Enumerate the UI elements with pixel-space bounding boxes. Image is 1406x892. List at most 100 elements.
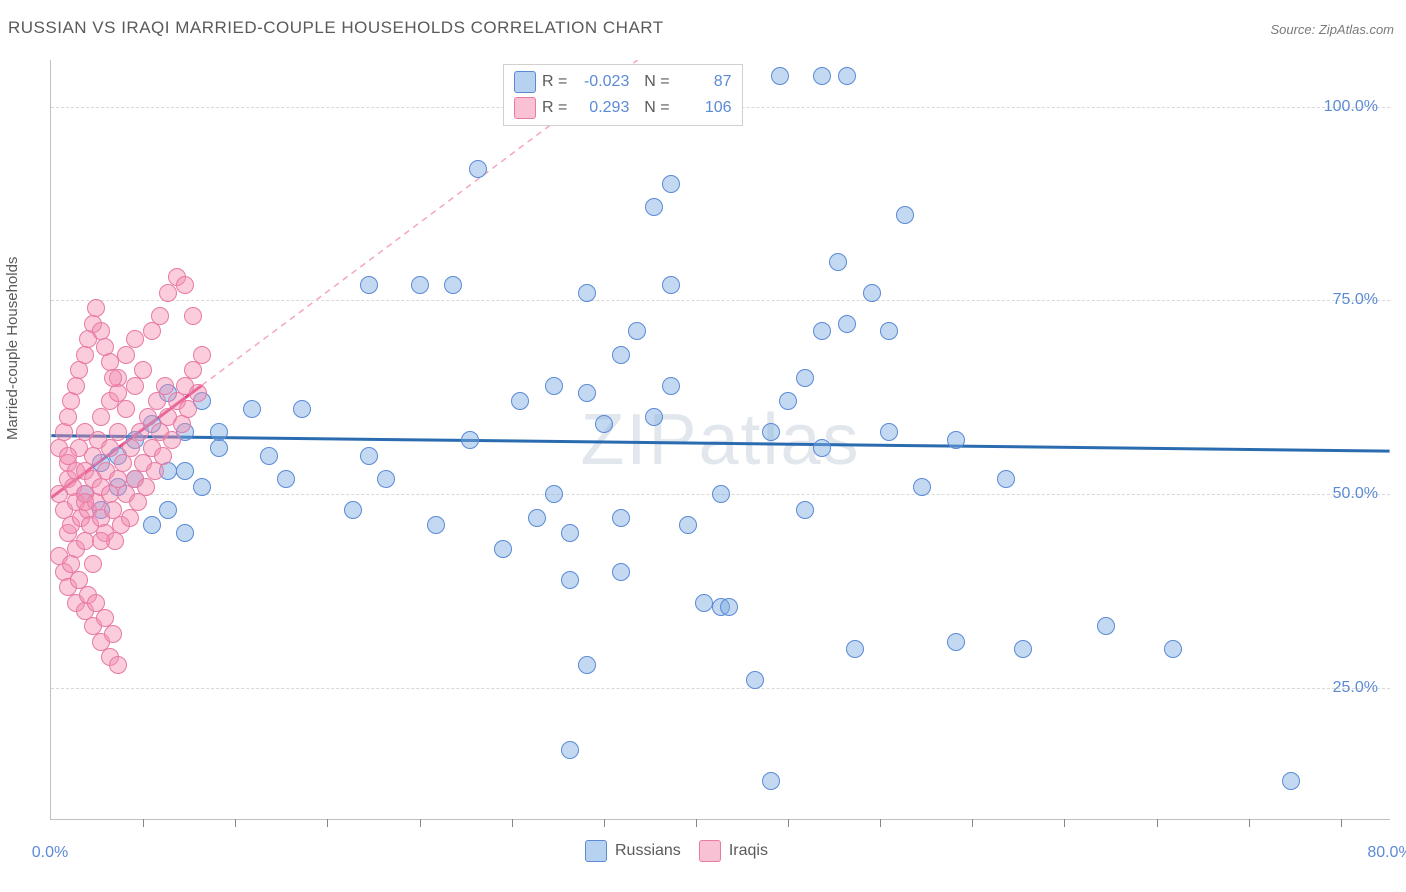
legend-label-russians: Russians — [615, 842, 681, 860]
data-point — [712, 485, 730, 503]
xtick-label: 0.0% — [32, 844, 68, 862]
swatch-blue — [585, 840, 607, 862]
stats-row-iraqis: R = 0.293 N = 106 — [514, 95, 732, 121]
data-point — [159, 284, 177, 302]
data-point — [511, 392, 529, 410]
source-label: Source: ZipAtlas.com — [1270, 22, 1394, 37]
swatch-blue — [514, 71, 536, 93]
data-point — [838, 67, 856, 85]
xtick-mark — [788, 819, 789, 827]
data-point — [109, 656, 127, 674]
data-point — [595, 415, 613, 433]
data-point — [896, 206, 914, 224]
data-point — [184, 361, 202, 379]
data-point — [154, 447, 172, 465]
correlation-chart: RUSSIAN VS IRAQI MARRIED-COUPLE HOUSEHOL… — [0, 0, 1406, 892]
data-point — [427, 516, 445, 534]
data-point — [210, 423, 228, 441]
data-point — [260, 447, 278, 465]
data-point — [344, 501, 362, 519]
n-value-russians: 87 — [676, 73, 732, 91]
data-point — [461, 431, 479, 449]
data-point — [84, 447, 102, 465]
data-point — [193, 346, 211, 364]
data-point — [143, 516, 161, 534]
legend-item-russians: Russians — [585, 840, 681, 862]
data-point — [561, 571, 579, 589]
data-point — [813, 67, 831, 85]
data-point — [87, 299, 105, 317]
data-point — [163, 431, 181, 449]
xtick-mark — [512, 819, 513, 827]
r-label: R = — [542, 73, 567, 91]
ytick-label: 100.0% — [1324, 98, 1378, 116]
data-point — [101, 439, 119, 457]
data-point — [578, 384, 596, 402]
data-point — [762, 772, 780, 790]
data-point — [176, 276, 194, 294]
data-point — [612, 509, 630, 527]
data-point — [1282, 772, 1300, 790]
ytick-label: 25.0% — [1333, 679, 1378, 697]
data-point — [179, 400, 197, 418]
data-point — [578, 284, 596, 302]
n-label: N = — [635, 99, 669, 117]
data-point — [176, 462, 194, 480]
data-point — [1014, 640, 1032, 658]
data-point — [913, 478, 931, 496]
data-point — [139, 408, 157, 426]
data-point — [293, 400, 311, 418]
xtick-mark — [420, 819, 421, 827]
data-point — [662, 175, 680, 193]
ytick-label: 50.0% — [1333, 485, 1378, 503]
data-point — [92, 532, 110, 550]
data-point — [746, 671, 764, 689]
n-value-iraqis: 106 — [676, 99, 732, 117]
data-point — [528, 509, 546, 527]
data-point — [1097, 617, 1115, 635]
data-point — [612, 563, 630, 581]
xtick-mark — [880, 819, 881, 827]
n-label: N = — [635, 73, 669, 91]
ytick-label: 75.0% — [1333, 291, 1378, 309]
xtick-mark — [972, 819, 973, 827]
data-point — [771, 67, 789, 85]
xtick-mark — [604, 819, 605, 827]
data-point — [628, 322, 646, 340]
data-point — [114, 454, 132, 472]
data-point — [880, 423, 898, 441]
data-point — [143, 322, 161, 340]
data-point — [137, 478, 155, 496]
data-point — [645, 198, 663, 216]
data-point — [662, 276, 680, 294]
data-point — [645, 408, 663, 426]
data-point — [59, 408, 77, 426]
data-point — [173, 415, 191, 433]
data-point — [796, 369, 814, 387]
xtick-label: 80.0% — [1367, 844, 1406, 862]
data-point — [796, 501, 814, 519]
data-point — [762, 423, 780, 441]
data-point — [846, 640, 864, 658]
r-value-iraqis: 0.293 — [573, 99, 629, 117]
data-point — [62, 392, 80, 410]
data-point — [146, 462, 164, 480]
data-point — [360, 447, 378, 465]
data-point — [210, 439, 228, 457]
r-value-russians: -0.023 — [573, 73, 629, 91]
data-point — [76, 532, 94, 550]
data-point — [134, 361, 152, 379]
stats-legend: R = -0.023 N = 87 R = 0.293 N = 106 — [503, 64, 743, 126]
data-point — [695, 594, 713, 612]
data-point — [545, 377, 563, 395]
gridline — [51, 688, 1390, 689]
data-point — [55, 423, 73, 441]
xtick-mark — [1341, 819, 1342, 827]
data-point — [880, 322, 898, 340]
data-point — [131, 423, 149, 441]
data-point — [243, 400, 261, 418]
data-point — [109, 384, 127, 402]
data-point — [109, 423, 127, 441]
data-point — [104, 625, 122, 643]
data-point — [360, 276, 378, 294]
